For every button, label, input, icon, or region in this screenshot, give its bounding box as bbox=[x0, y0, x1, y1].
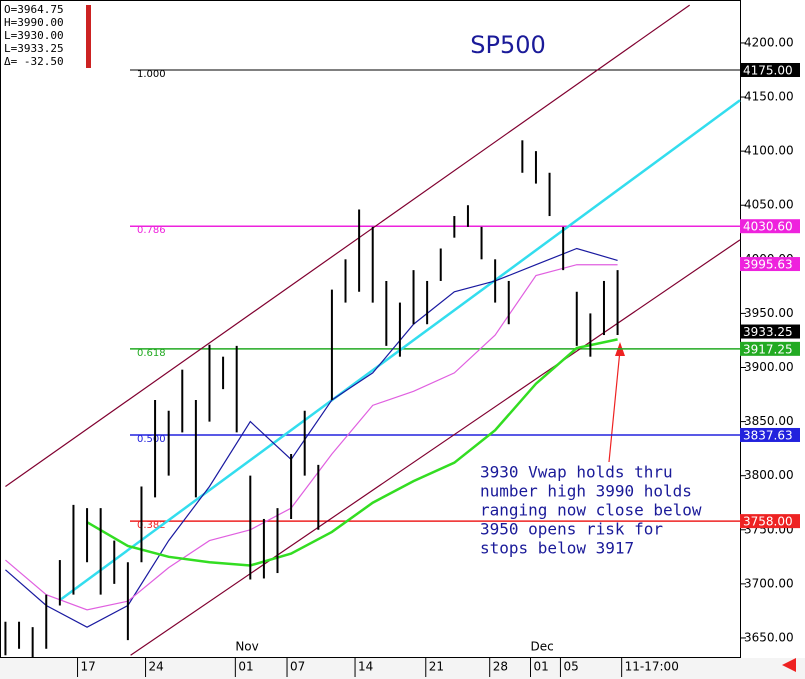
annotation-line: number high 3990 holds bbox=[480, 482, 692, 501]
price-tag-box bbox=[740, 219, 800, 234]
fib-label: 0.618 bbox=[137, 348, 166, 359]
ohlc-info: L=3933.25 bbox=[4, 42, 64, 55]
x-axis-band bbox=[0, 658, 805, 679]
x-tick-label: 17 bbox=[81, 660, 96, 674]
indicator-line bbox=[5, 264, 618, 611]
x-tick-label: 07 bbox=[290, 660, 305, 674]
fib-label: 0.500 bbox=[137, 434, 166, 445]
price-tag: 3758.00 bbox=[743, 515, 793, 529]
month-label: Nov bbox=[235, 640, 258, 654]
arrow bbox=[608, 349, 621, 463]
x-tick-label: 24 bbox=[149, 660, 164, 674]
y-tick-label: 4050.00 bbox=[744, 198, 794, 212]
price-tag: 4030.60 bbox=[743, 220, 793, 234]
trend-line bbox=[130, 239, 741, 656]
y-tick-label: 4200.00 bbox=[744, 35, 794, 49]
fib-label: 1.000 bbox=[137, 69, 166, 80]
indicator-line bbox=[86, 338, 618, 567]
indicator-line bbox=[5, 247, 618, 628]
x-tick-label: 21 bbox=[429, 660, 444, 674]
price-tag: 3917.25 bbox=[743, 342, 793, 356]
price-tag-box bbox=[740, 257, 800, 272]
x-tick-label: 05 bbox=[563, 660, 578, 674]
y-tick-label: 3650.00 bbox=[744, 630, 794, 644]
info-bar bbox=[86, 5, 91, 68]
x-tick-label: 01 bbox=[238, 660, 253, 674]
annotation-line: ranging now close below bbox=[480, 501, 702, 520]
chart-layer: 3650.003700.003750.003800.003850.003900.… bbox=[4, 3, 800, 677]
x-tick-label: 11-17:00 bbox=[625, 660, 679, 674]
fib-label: 0.382 bbox=[137, 520, 166, 531]
price-tag-box bbox=[740, 62, 800, 77]
price-tag-box bbox=[740, 427, 800, 442]
y-tick-label: 3950.00 bbox=[744, 306, 794, 320]
y-tick-label: 4150.00 bbox=[744, 90, 794, 104]
x-tick-label: 14 bbox=[358, 660, 373, 674]
month-label: Dec bbox=[531, 640, 554, 654]
annotation-line: 3950 opens risk for bbox=[480, 520, 663, 539]
y-tick-label: 3850.00 bbox=[744, 414, 794, 428]
ohlc-info: H=3990.00 bbox=[4, 16, 64, 29]
ohlc-info: L=3930.00 bbox=[4, 29, 64, 42]
ohlc-info: O=3964.75 bbox=[4, 3, 64, 16]
annotation-line: stops below 3917 bbox=[480, 539, 634, 558]
price-tag-box bbox=[740, 341, 800, 356]
y-tick-label: 3700.00 bbox=[744, 576, 794, 590]
scroll-arrow[interactable] bbox=[782, 658, 796, 672]
ohlc-info: Δ= -32.50 bbox=[4, 55, 64, 68]
y-tick-label: 4100.00 bbox=[744, 144, 794, 158]
price-tag-box bbox=[740, 514, 800, 529]
price-tag-box bbox=[740, 324, 800, 339]
x-tick-label: 01 bbox=[534, 660, 549, 674]
trend-line bbox=[5, 4, 691, 487]
plot-area bbox=[0, 0, 741, 658]
annotation-line: 3930 Vwap holds thru bbox=[480, 463, 673, 482]
y-tick-label: 3800.00 bbox=[744, 468, 794, 482]
price-tag: 4175.00 bbox=[743, 63, 793, 77]
y-tick-label: 3900.00 bbox=[744, 360, 794, 374]
price-tag: 3995.63 bbox=[743, 258, 793, 272]
price-tag: 3933.25 bbox=[743, 325, 793, 339]
chart-title: SP500 bbox=[470, 31, 546, 59]
fib-label: 0.786 bbox=[137, 225, 166, 236]
x-tick-label: 28 bbox=[493, 660, 508, 674]
price-tag: 3837.63 bbox=[743, 428, 793, 442]
